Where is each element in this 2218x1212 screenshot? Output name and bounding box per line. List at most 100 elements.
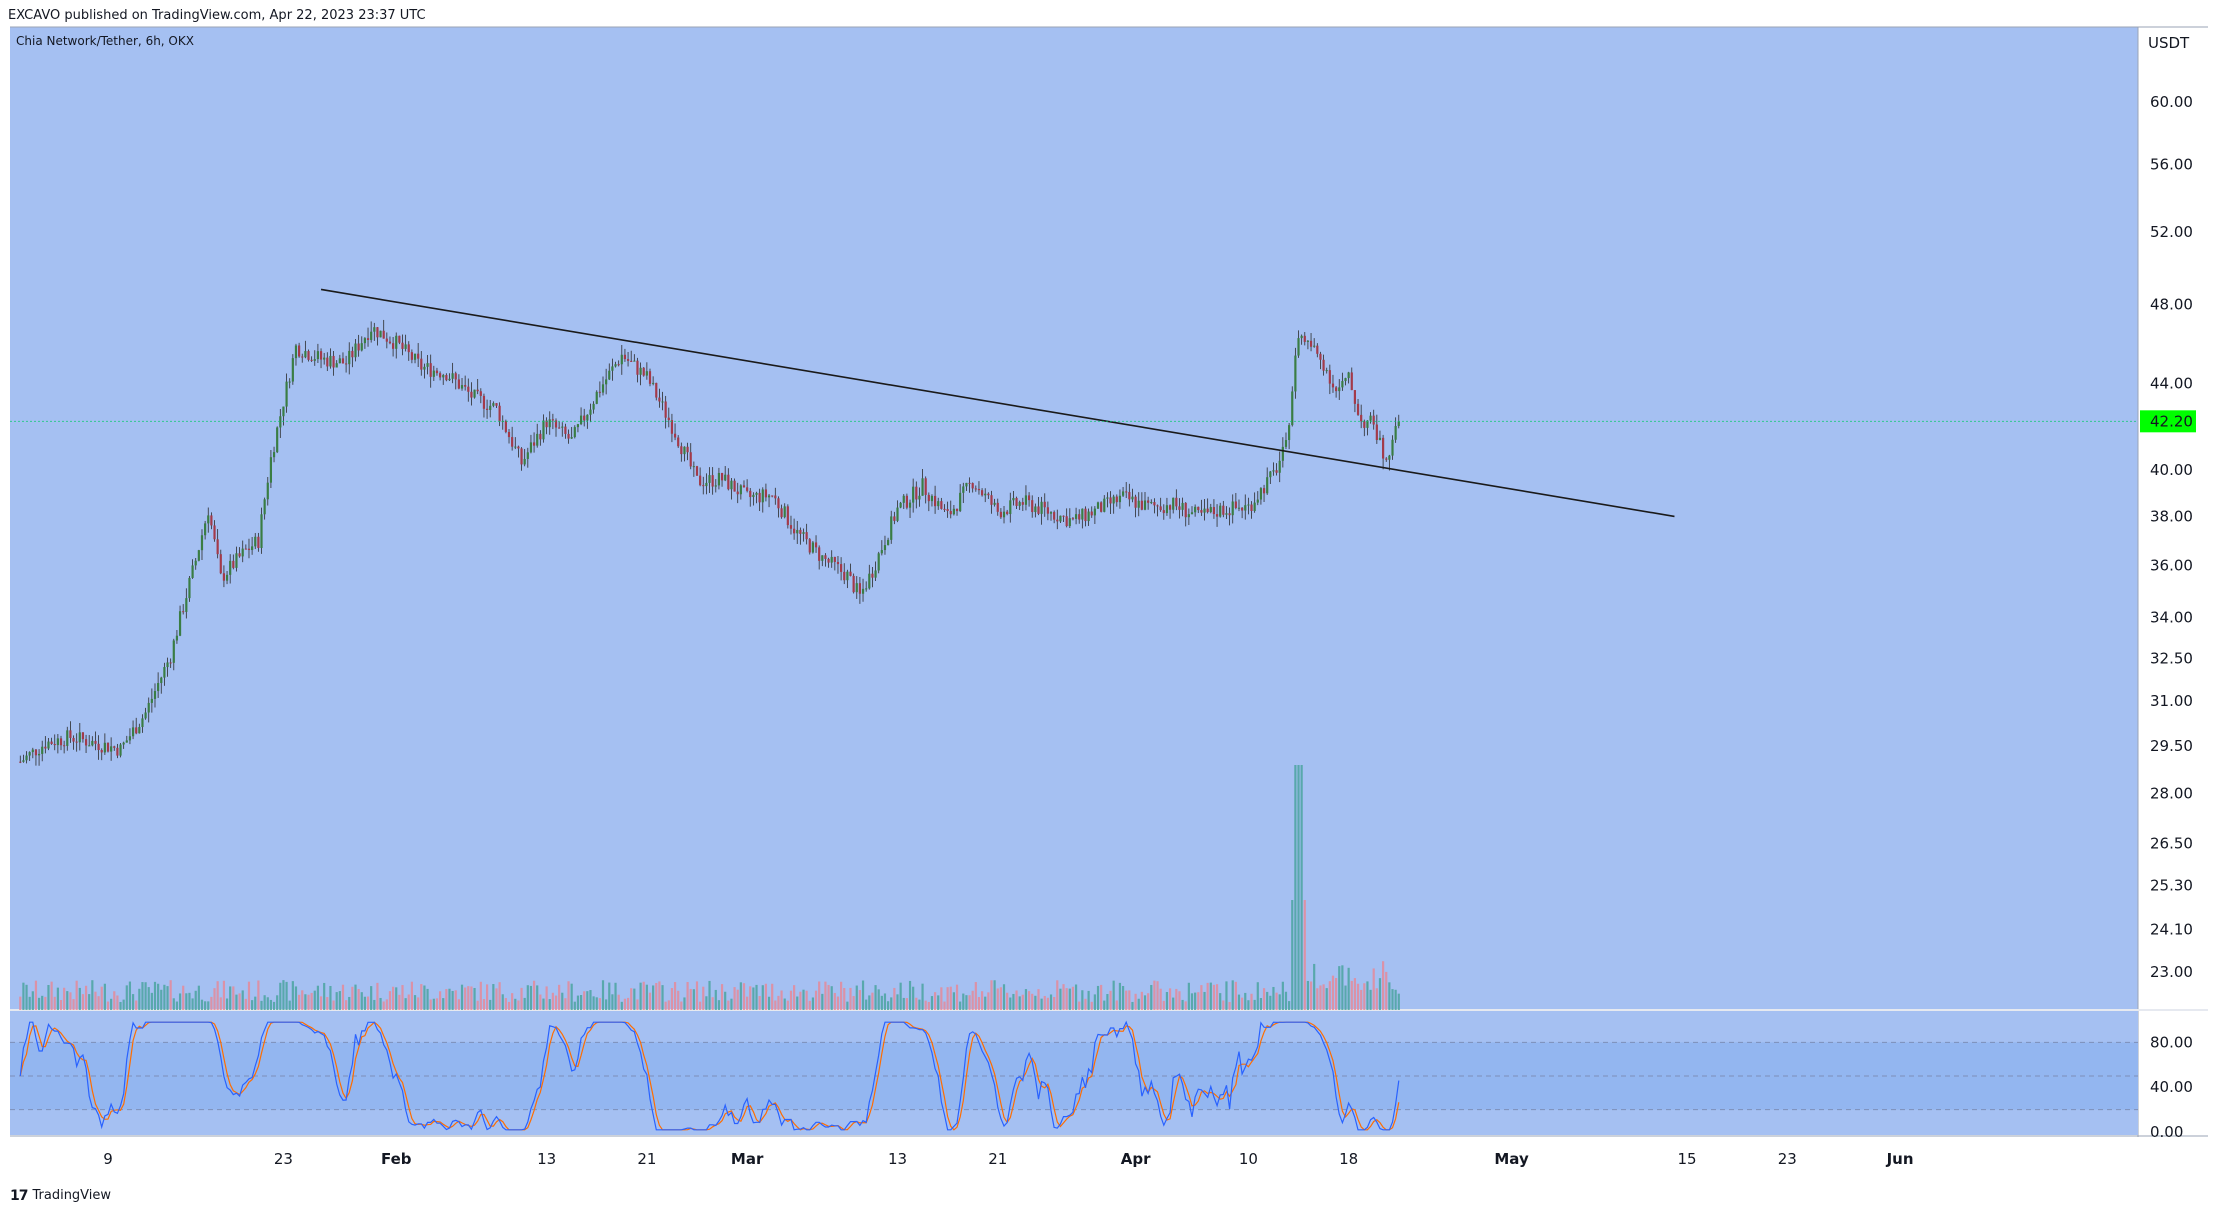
volume-bar (1100, 984, 1103, 1010)
candle-body (1103, 498, 1106, 512)
volume-bar (780, 990, 783, 1010)
price-tick-label: 52.00 (2150, 223, 2193, 241)
volume-bar (1394, 989, 1397, 1010)
volume-bar (88, 994, 91, 1010)
candle-body (1181, 502, 1184, 510)
candle-body (1319, 353, 1322, 360)
volume-bar (448, 988, 451, 1010)
volume-bar (877, 989, 880, 1010)
candle-body (122, 742, 125, 745)
candle-body (332, 355, 335, 368)
volume-bar (1253, 999, 1256, 1010)
volume-bar (363, 996, 366, 1010)
candle-body (1350, 372, 1353, 391)
candle-body (633, 360, 636, 362)
volume-bar (388, 991, 392, 1010)
candle-body (131, 727, 135, 737)
candle-body (507, 431, 511, 438)
volume-bar (285, 981, 288, 1010)
candle-body (1284, 440, 1288, 447)
volume-bar (1385, 971, 1388, 1010)
volume-bar (789, 990, 793, 1010)
candle-body (432, 370, 435, 377)
volume-bar (639, 982, 642, 1010)
volume-bar (498, 982, 501, 1010)
candle-body (247, 548, 251, 551)
volume-bar (432, 998, 435, 1010)
candle-body (567, 433, 570, 439)
candle-body (980, 490, 984, 496)
volume-bar (880, 995, 883, 1010)
volume-bar (457, 999, 460, 1010)
trendline[interactable] (320, 288, 1675, 518)
candle-body (742, 485, 746, 488)
candle-body (1121, 491, 1125, 496)
candle-body (630, 360, 633, 362)
volume-bar (460, 984, 464, 1010)
volume-bar (912, 986, 915, 1010)
volume-bar (326, 997, 329, 1010)
volume-bar (1203, 991, 1206, 1010)
candle-body (968, 482, 971, 484)
candle-body (307, 351, 310, 360)
candle-body (680, 446, 683, 455)
candle-body (19, 761, 22, 763)
candle-body (1281, 446, 1284, 461)
candle-body (219, 554, 222, 574)
volume-bar (933, 992, 937, 1010)
candle-body (238, 553, 241, 557)
volume-bar (827, 984, 830, 1010)
volume-bar (1190, 993, 1194, 1010)
candle-body (241, 548, 244, 557)
candle-body (1187, 514, 1190, 518)
candle-body (1184, 502, 1187, 518)
candle-body (1024, 495, 1028, 505)
candle-body (1197, 506, 1200, 511)
candle-body (298, 345, 301, 357)
volume-bar (1322, 984, 1325, 1010)
volume-bar (238, 993, 241, 1010)
volume-bar (417, 997, 420, 1010)
volume-bar (110, 998, 113, 1010)
candle-body (451, 373, 454, 379)
candle-body (1021, 502, 1024, 505)
candle-body (1178, 506, 1181, 510)
volume-bar (758, 996, 761, 1010)
volume-bar (442, 998, 445, 1010)
volume-bar (955, 984, 959, 1010)
volume-bar (1128, 990, 1131, 1010)
volume-bar (407, 994, 410, 1010)
volume-bar (971, 990, 974, 1010)
volume-bar (1162, 1000, 1165, 1010)
volume-bar (482, 999, 486, 1010)
volume-bar (385, 999, 388, 1010)
candle-body (1338, 387, 1341, 392)
candle-body (1074, 514, 1078, 519)
volume-bar (1112, 980, 1115, 1010)
volume-bar (1156, 981, 1159, 1010)
candle-body (1131, 496, 1134, 500)
candle-body (485, 408, 489, 410)
volume-bar (802, 989, 805, 1010)
candle-body (811, 542, 815, 553)
candle-body (1002, 511, 1006, 518)
candle-body (204, 523, 207, 536)
candle-body (840, 564, 843, 572)
volume-bar (147, 987, 150, 1010)
price-tick-label: 48.00 (2150, 295, 2193, 313)
volume-bar (122, 999, 125, 1010)
candle-body (288, 381, 291, 383)
candle-body (251, 546, 254, 551)
candle-body (608, 370, 611, 380)
candle-body (200, 535, 204, 551)
time-tick-label: 13 (537, 1150, 556, 1168)
volume-bar (642, 981, 645, 1010)
candle-body (1109, 497, 1112, 504)
volume-bar (576, 995, 580, 1010)
candle-body (620, 354, 623, 365)
volume-bar (620, 1001, 623, 1010)
candle-body (357, 343, 360, 351)
volume-bar (1200, 985, 1203, 1010)
candle-body (354, 343, 357, 358)
